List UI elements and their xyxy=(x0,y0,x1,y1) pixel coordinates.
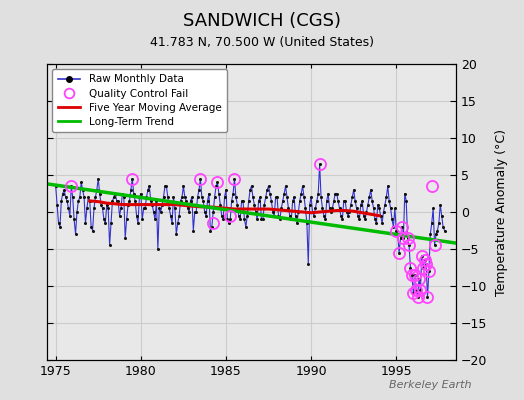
Y-axis label: Temperature Anomaly (°C): Temperature Anomaly (°C) xyxy=(496,128,508,296)
Text: SANDWICH (CGS): SANDWICH (CGS) xyxy=(183,12,341,30)
Text: 41.783 N, 70.500 W (United States): 41.783 N, 70.500 W (United States) xyxy=(150,36,374,49)
Text: Berkeley Earth: Berkeley Earth xyxy=(389,380,472,390)
Legend: Raw Monthly Data, Quality Control Fail, Five Year Moving Average, Long-Term Tren: Raw Monthly Data, Quality Control Fail, … xyxy=(52,69,227,132)
